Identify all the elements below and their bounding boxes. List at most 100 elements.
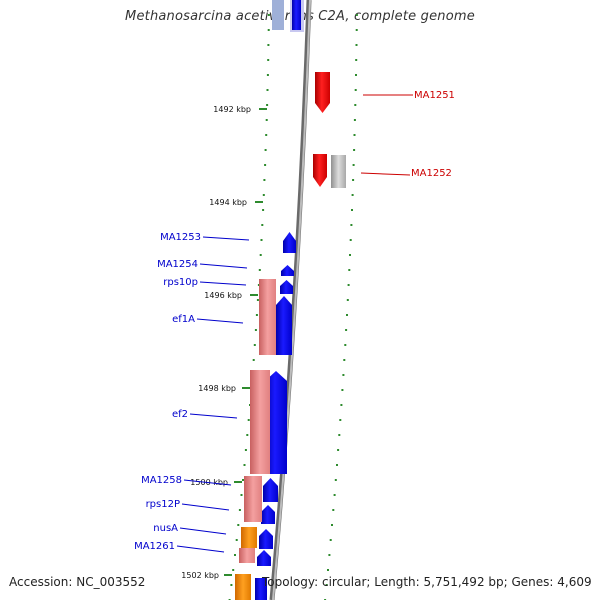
scale-tick-1494: 1494 kbp <box>209 198 263 207</box>
track-dot <box>342 374 345 376</box>
track-dot <box>260 239 263 241</box>
track-dot <box>240 494 243 496</box>
track-dot <box>338 434 341 436</box>
track-dot <box>253 344 256 346</box>
track-dot <box>355 59 358 61</box>
gene-label-ma1258[interactable]: MA1258 <box>141 475 182 486</box>
gene-ma1251[interactable] <box>315 72 330 113</box>
track-dot <box>351 209 353 211</box>
genome-summary-text: Topology: circular; Length: 5,751,492 bp… <box>262 575 592 589</box>
gene-ef2[interactable] <box>265 371 287 474</box>
track-dot <box>344 344 347 346</box>
gene-label-ma1261[interactable]: MA1261 <box>134 541 175 552</box>
track-dot <box>353 119 356 121</box>
gene-label-rps10p[interactable]: rps10p <box>163 277 198 288</box>
track-dot <box>252 359 255 361</box>
gene-rps10p[interactable] <box>280 280 293 294</box>
gene-label-ma1253[interactable]: MA1253 <box>160 232 201 243</box>
track-dot <box>333 494 336 496</box>
track-dot <box>347 284 350 286</box>
feature-orange-2 <box>235 574 251 600</box>
tick-label: 1494 kbp <box>209 198 247 207</box>
track-dot <box>354 89 357 91</box>
scale-tick-1492: 1492 kbp <box>213 105 267 114</box>
track-dot <box>349 254 351 256</box>
track-dot <box>254 329 257 331</box>
genome-backbone <box>269 0 312 600</box>
track-dot <box>255 314 258 316</box>
label-leader <box>199 281 247 286</box>
gene-label-rps12p[interactable]: rps12P <box>146 499 180 510</box>
track-dot <box>267 14 270 16</box>
track-dot <box>346 314 348 316</box>
label-leader <box>183 479 232 486</box>
track-dot <box>266 89 269 91</box>
gene-label-ef1a[interactable]: ef1A <box>172 314 195 325</box>
track-dot <box>325 584 328 586</box>
label-leader <box>202 236 250 241</box>
feature-pink-2 <box>250 370 270 474</box>
track-dot <box>256 299 259 301</box>
feature-pink-3 <box>244 476 262 522</box>
track-dot <box>331 524 333 526</box>
track-dot <box>343 359 346 361</box>
track-dot <box>264 149 267 151</box>
track-dot <box>352 164 355 166</box>
gene-ma1254[interactable] <box>281 265 294 276</box>
track-dot <box>261 224 264 226</box>
track-dot <box>263 179 266 181</box>
scale-tick-1498: 1498 kbp <box>198 384 250 393</box>
gene-ma1252[interactable] <box>313 154 327 187</box>
gene-nusa[interactable] <box>259 529 273 549</box>
track-dot <box>346 299 349 301</box>
scale-tick-1502: 1502 kbp <box>181 571 232 580</box>
track-dot <box>267 29 270 31</box>
track-dot <box>235 539 238 541</box>
gene-label-nusa[interactable]: nusA <box>153 523 178 534</box>
track-dot <box>262 194 265 196</box>
feature-pink-1 <box>259 279 276 355</box>
feature-gray <box>331 155 346 188</box>
track-dot <box>259 254 262 256</box>
track-dot <box>265 134 268 136</box>
gene-label-ma1252[interactable]: MA1252 <box>411 168 452 179</box>
gene-label-ma1251[interactable]: MA1251 <box>414 90 455 101</box>
track-dot <box>244 449 247 451</box>
track-dot <box>355 14 358 16</box>
track-dot <box>339 419 342 421</box>
inner-dot-track <box>228 14 270 600</box>
partial-feature <box>272 0 284 30</box>
feature-orange-1 <box>241 527 257 548</box>
label-leader <box>196 318 244 324</box>
label-leader <box>181 503 230 511</box>
gene-rps12p[interactable] <box>261 505 275 524</box>
track-dot <box>230 584 233 586</box>
gene-label-ef2[interactable]: ef2 <box>172 409 188 420</box>
gene-ma1261[interactable] <box>257 550 271 566</box>
track-dot <box>234 554 236 556</box>
gene-ef1a[interactable] <box>276 296 292 355</box>
gene-ma1258[interactable] <box>263 478 278 502</box>
track-dot <box>242 479 244 481</box>
track-dot <box>350 224 353 226</box>
track-dot <box>247 419 250 421</box>
tick-label: 1496 kbp <box>204 291 242 300</box>
gene-ma1253[interactable] <box>283 232 296 253</box>
track-dot <box>266 104 269 106</box>
track-dot <box>334 479 337 481</box>
track-dot <box>355 74 357 76</box>
track-dot <box>349 239 352 241</box>
track-dot <box>332 509 335 511</box>
track-dot <box>258 269 261 271</box>
track-dot <box>337 449 340 451</box>
label-leader <box>360 172 411 176</box>
gene-label-ma1254[interactable]: MA1254 <box>157 259 198 270</box>
track-dot <box>329 539 332 541</box>
track-dot <box>341 389 344 391</box>
scale-tick-1500: 1500 kbp <box>190 478 242 487</box>
track-dot <box>336 464 338 466</box>
tick-label: 1492 kbp <box>213 105 251 114</box>
track-dot <box>348 269 351 271</box>
track-dot <box>267 59 270 61</box>
